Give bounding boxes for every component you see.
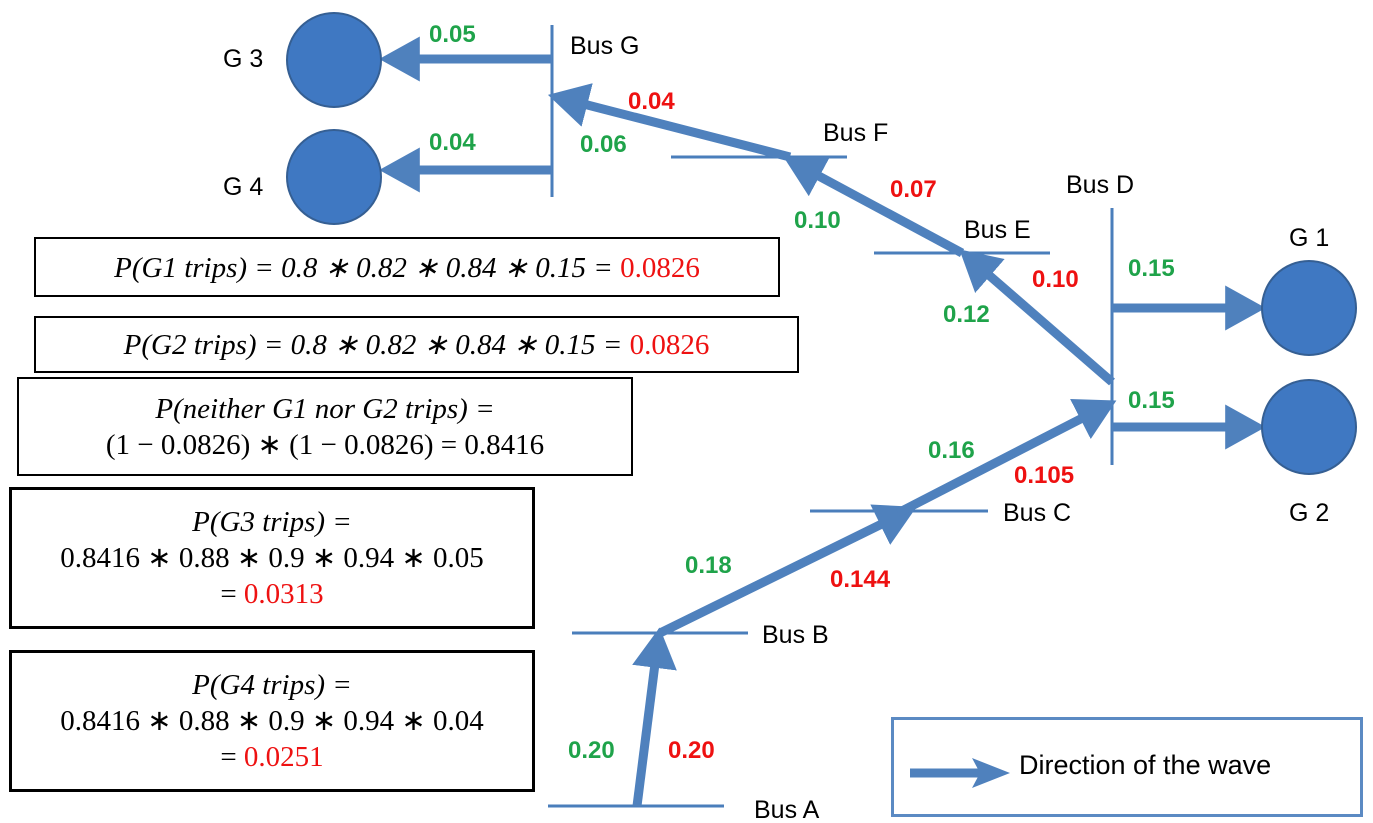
wave-arrow-e-f [783,156,965,257]
edge-fg-green-value: 0.06 [580,131,627,158]
legend: Direction of the wave [891,717,1363,817]
bus-g-label: Bus G [570,32,639,60]
edge-ab-red-value: 0.20 [668,737,715,764]
formula-g2-result: 0.0826 [629,329,710,361]
formula-g4-line2: 0.8416 ∗ 0.88 ∗ 0.9 ∗ 0.94 ∗ 0.04 [60,705,484,737]
generator-g4-label: G 4 [223,173,263,201]
wave-arrow-f-g [547,83,792,162]
formula-g3-line3-prefix: = [220,578,244,610]
generator-g3-icon [286,12,382,108]
legend-arrow-icon [910,758,1010,788]
formula-g2-trips: P(G2 trips) = 0.8 ∗ 0.82 ∗ 0.84 ∗ 0.15 =… [34,316,799,373]
edge-ef-green-value: 0.10 [794,207,841,234]
wave-arrow-a-b [632,627,677,807]
bus-c-label: Bus C [1003,499,1071,527]
generator-g4-icon [286,129,382,225]
formula-g3-result: 0.0313 [243,578,324,610]
edge-bc-green-value: 0.18 [685,552,732,579]
edge-cd-red-value: 0.105 [1014,462,1074,489]
formula-g1-result: 0.0826 [620,252,700,284]
formula-g3-trips: P(G3 trips) = 0.8416 ∗ 0.88 ∗ 0.9 ∗ 0.94… [9,487,535,629]
formula-g2-expression: P(G2 trips) = 0.8 ∗ 0.82 ∗ 0.84 ∗ 0.15 = [123,329,630,361]
formula-neither-line2: (1 − 0.0826) ∗ (1 − 0.0826) = 0.8416 [105,429,545,461]
wave-arrow-b-c [658,504,917,638]
generator-g2-icon [1261,379,1357,475]
generator-g1-icon [1261,260,1357,356]
formula-neither-line1: P(neither G1 nor G2 trips) = [155,393,495,425]
formula-neither-trips: P(neither G1 nor G2 trips) = (1 − 0.0826… [17,377,633,476]
formula-g4-line1: P(G4 trips) = [192,669,352,701]
formula-g4-trips: P(G4 trips) = 0.8416 ∗ 0.88 ∗ 0.9 ∗ 0.94… [9,650,535,792]
formula-g4-line3-prefix: = [220,741,244,773]
edge-g4-green-value: 0.04 [429,129,476,156]
edge-ef-red-value: 0.07 [890,176,937,203]
formula-g1-trips: P(G1 trips) = 0.8 ∗ 0.82 ∗ 0.84 ∗ 0.15 =… [34,237,780,297]
formula-g4-result: 0.0251 [243,741,324,773]
edge-ab-green-value: 0.20 [568,737,615,764]
formula-g3-line2: 0.8416 ∗ 0.88 ∗ 0.9 ∗ 0.94 ∗ 0.05 [60,542,484,574]
bus-b-label: Bus B [762,621,829,649]
edge-g1-green-value: 0.15 [1128,255,1175,282]
edge-bc-red-value: 0.144 [830,566,891,593]
wave-arrow-c-d [895,399,1117,518]
generator-g1-label: G 1 [1289,224,1329,252]
bus-f-label: Bus F [823,119,888,147]
generator-g2-label: G 2 [1289,499,1329,527]
bus-a-label: Bus A [754,796,820,823]
bus-d-label: Bus D [1066,171,1134,199]
edge-de-red-value: 0.10 [1032,266,1079,293]
edge-g3-green-value: 0.05 [429,21,476,48]
edge-g2-green-value: 0.15 [1128,387,1175,414]
formula-g3-line1: P(G3 trips) = [192,506,352,538]
edge-de-green-value: 0.12 [943,301,990,328]
wave-arrow-d-e [959,249,1115,386]
generator-g3-label: G 3 [223,45,263,73]
bus-e-label: Bus E [964,216,1031,244]
edge-fg-red-value: 0.04 [628,88,675,115]
edge-cd-green-value: 0.16 [928,437,975,464]
formula-g1-expression: P(G1 trips) = 0.8 ∗ 0.82 ∗ 0.84 ∗ 0.15 = [114,252,621,284]
legend-label: Direction of the wave [1019,750,1272,780]
